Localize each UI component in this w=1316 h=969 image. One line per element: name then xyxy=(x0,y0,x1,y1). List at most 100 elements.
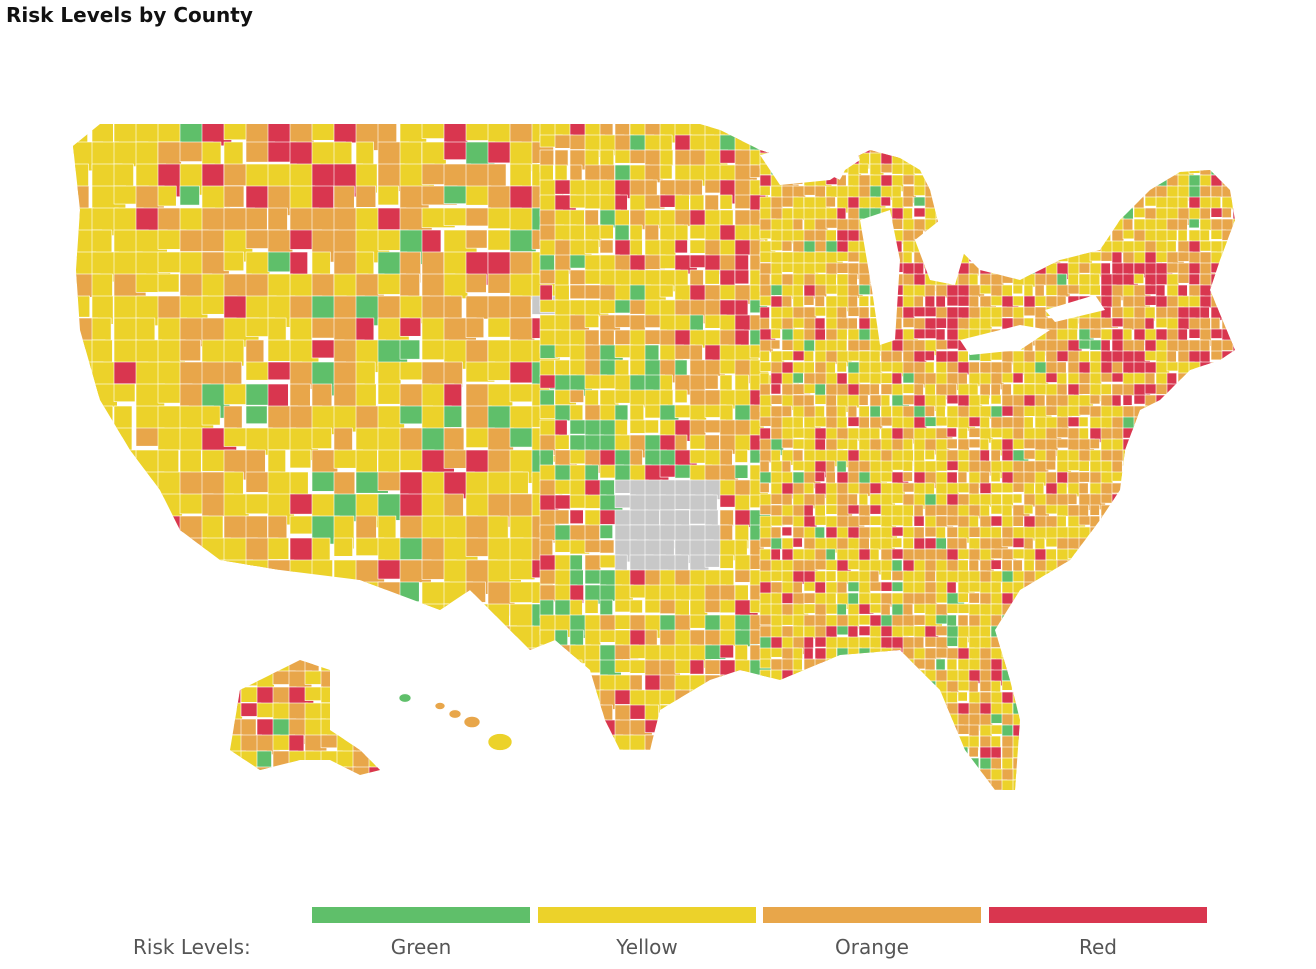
us-county xyxy=(1056,559,1073,577)
us-county xyxy=(1155,471,1167,484)
us-county xyxy=(1023,669,1039,684)
us-county xyxy=(1232,625,1235,644)
us-county xyxy=(1188,592,1201,603)
us-county xyxy=(1155,460,1172,476)
us-county xyxy=(1177,625,1195,638)
us-county xyxy=(465,185,492,206)
us-county xyxy=(1078,124,1091,136)
us-county xyxy=(1188,581,1201,598)
us-county xyxy=(1177,416,1188,428)
us-county xyxy=(1056,152,1073,164)
us-county xyxy=(1078,262,1091,274)
us-county xyxy=(979,124,997,130)
us-county xyxy=(1133,614,1152,628)
us-county xyxy=(443,647,469,668)
us-county xyxy=(1100,680,1116,697)
us-county xyxy=(968,251,986,262)
us-county xyxy=(704,434,720,451)
us-county xyxy=(1177,548,1194,562)
us-county xyxy=(990,526,1002,540)
us-county xyxy=(223,163,249,187)
us-county xyxy=(1023,174,1038,188)
us-county xyxy=(1177,471,1192,482)
us-county xyxy=(1210,768,1227,781)
us-county xyxy=(792,625,805,638)
us-county xyxy=(990,471,1001,483)
us-county xyxy=(1078,669,1095,681)
us-county xyxy=(584,554,602,572)
us-county xyxy=(1067,559,1079,573)
us-county xyxy=(935,746,952,757)
us-county xyxy=(1155,757,1167,771)
us-county xyxy=(781,702,794,715)
us-county xyxy=(792,130,810,143)
us-county xyxy=(1177,372,1192,388)
us-county xyxy=(1155,647,1172,658)
us-county xyxy=(399,273,420,298)
us-county xyxy=(825,658,843,674)
ak-county xyxy=(368,686,380,704)
us-county xyxy=(946,196,963,214)
us-county xyxy=(1221,416,1233,432)
us-county xyxy=(135,493,155,521)
us-county xyxy=(719,554,734,569)
us-county xyxy=(377,537,404,562)
us-county xyxy=(1133,416,1151,435)
us-county xyxy=(659,704,681,722)
us-county xyxy=(1034,691,1047,709)
us-county xyxy=(644,719,668,733)
us-county xyxy=(584,599,599,614)
us-county xyxy=(584,659,602,674)
us-county xyxy=(759,779,776,790)
us-county xyxy=(1067,185,1086,204)
us-county xyxy=(1012,493,1023,504)
us-county xyxy=(770,702,784,713)
us-county xyxy=(267,339,294,362)
us-county xyxy=(836,735,849,754)
us-county xyxy=(554,734,572,753)
us-county xyxy=(201,229,225,252)
us-county xyxy=(1078,152,1097,171)
us-county xyxy=(1089,163,1107,178)
us-county xyxy=(1089,130,1101,143)
us-county xyxy=(968,207,979,221)
us-county xyxy=(749,124,773,134)
us-county xyxy=(847,372,861,386)
us-county xyxy=(1166,592,1179,607)
us-county xyxy=(749,704,763,721)
us-county xyxy=(902,438,914,451)
us-county xyxy=(1012,207,1031,223)
us-county xyxy=(1122,658,1141,676)
us-county xyxy=(311,317,335,339)
us-county xyxy=(1056,702,1069,718)
us-county xyxy=(1012,515,1024,527)
us-county xyxy=(870,791,879,802)
us-county xyxy=(1199,405,1214,418)
us-county xyxy=(1177,735,1192,749)
ak-county xyxy=(288,766,312,775)
us-county xyxy=(1155,124,1174,130)
us-county xyxy=(1232,383,1235,394)
us-county xyxy=(1166,691,1183,706)
us-county xyxy=(1166,680,1180,692)
us-county xyxy=(979,130,996,145)
us-county xyxy=(781,768,792,784)
us-county xyxy=(1188,130,1204,145)
us-county xyxy=(1177,493,1190,505)
us-county xyxy=(1155,592,1172,606)
us-county xyxy=(1056,240,1074,257)
ak-county xyxy=(336,766,356,775)
us-county xyxy=(1221,207,1232,218)
us-county xyxy=(1232,273,1235,292)
us-county xyxy=(674,404,691,418)
us-county xyxy=(1012,284,1023,295)
us-county xyxy=(1122,515,1141,531)
us-county xyxy=(1155,669,1171,684)
us-county xyxy=(1133,603,1150,620)
us-county xyxy=(770,460,783,474)
us-county xyxy=(1012,779,1023,790)
us-county xyxy=(73,537,90,572)
us-county xyxy=(704,554,720,568)
us-county xyxy=(569,704,594,726)
us-county xyxy=(803,383,817,394)
